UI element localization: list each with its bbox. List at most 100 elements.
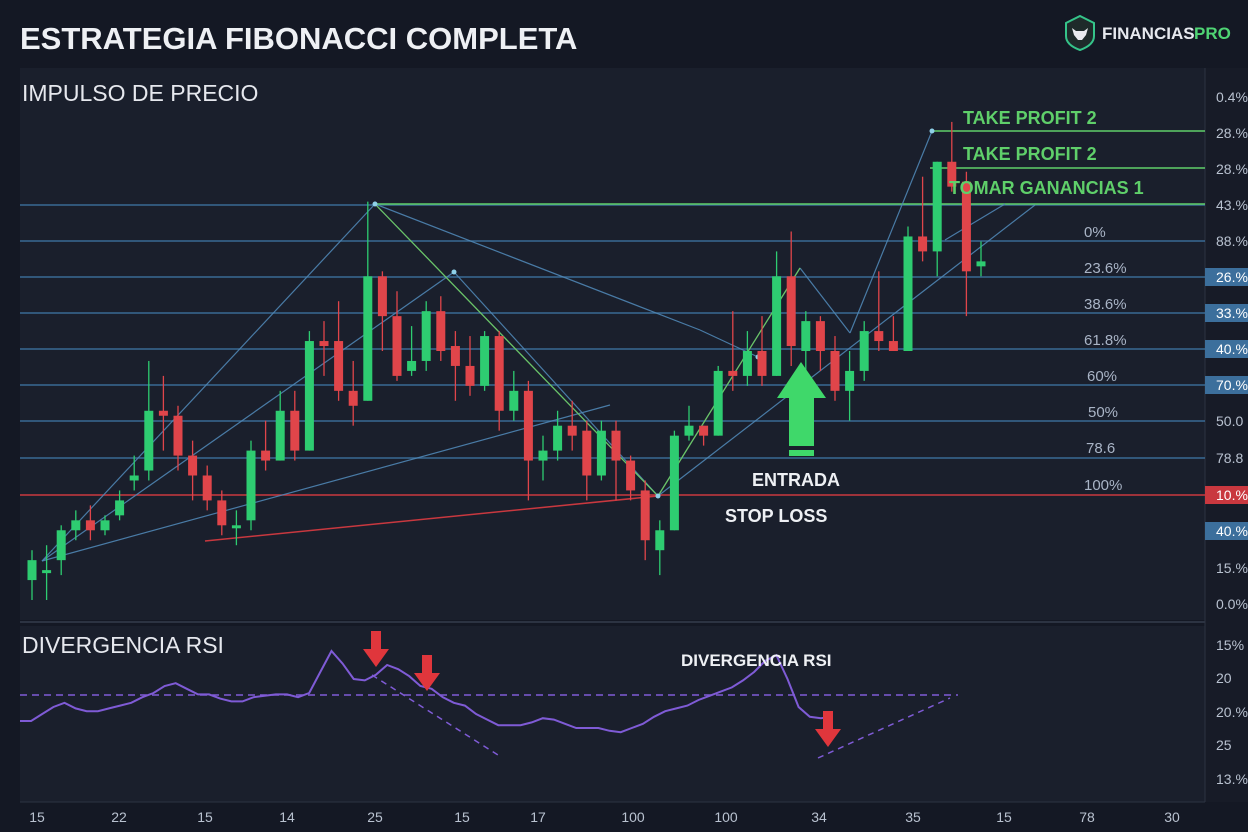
rsi-divergence-annotation: DIVERGENCIA RSI xyxy=(681,651,832,670)
candle-body xyxy=(144,410,154,471)
bullish-candle xyxy=(407,326,417,376)
bullish-candle xyxy=(713,365,723,436)
candle-body xyxy=(436,311,446,351)
candle-body xyxy=(596,430,606,476)
candle-body xyxy=(553,425,563,451)
candle-body xyxy=(377,276,387,317)
x-axis-tick-label: 22 xyxy=(111,809,127,825)
bearish-candle xyxy=(757,316,767,386)
right-axis-label: 40.% xyxy=(1216,523,1248,539)
candle-body xyxy=(713,370,723,436)
impulse-swing-line xyxy=(374,203,659,497)
right-axis-label: 50.0 xyxy=(1216,413,1243,429)
candle-body xyxy=(319,341,329,347)
candle-body xyxy=(173,415,183,456)
bullish-candle xyxy=(655,520,665,576)
rsi-axis-label: 15% xyxy=(1216,637,1244,653)
take-profit-1-label: TOMAR GANANCIAS 1 xyxy=(949,178,1144,198)
candle-body xyxy=(42,570,52,574)
fib-horizontal-lines xyxy=(20,130,1205,496)
candle-body xyxy=(684,425,694,436)
stop-loss-label: STOP LOSS xyxy=(725,506,827,526)
bullish-candle xyxy=(509,370,519,421)
fib-level-label: 50% xyxy=(1088,404,1118,421)
bearish-candle xyxy=(377,271,387,351)
x-axis-tick-label: 15 xyxy=(996,809,1012,825)
swing-point xyxy=(372,201,378,207)
right-axis-label-tag xyxy=(1205,340,1248,358)
bull-shield-icon xyxy=(1065,14,1095,52)
rsi-panel-title: DIVERGENCIA RSI xyxy=(22,632,224,658)
bearish-candle xyxy=(626,455,636,501)
candle-body xyxy=(801,321,811,351)
candle-body xyxy=(158,410,168,416)
fib-level-label: 61.8% xyxy=(1084,332,1127,349)
candle-body xyxy=(582,430,592,476)
candle-body xyxy=(757,351,767,376)
fib-fan-line xyxy=(453,271,659,497)
fib-level-label: 100% xyxy=(1084,477,1122,494)
candle-body xyxy=(231,525,241,529)
brand-logo: FINANCIAS PRO xyxy=(1065,14,1231,52)
candle-body xyxy=(129,475,139,481)
bearish-candle xyxy=(523,380,533,501)
swing-point xyxy=(451,269,457,275)
fib-level-label: 60% xyxy=(1087,368,1117,385)
fib-fan-line xyxy=(944,203,1006,241)
candle-body xyxy=(290,410,300,451)
candle-body xyxy=(56,530,66,561)
candle-body xyxy=(961,181,971,272)
candle-body xyxy=(217,500,227,526)
bearish-candle xyxy=(261,420,271,471)
bearish-candle xyxy=(874,271,884,351)
bullish-candle xyxy=(100,515,110,536)
bullish-candle xyxy=(684,405,694,441)
bullish-candle xyxy=(144,360,154,481)
bearish-candle xyxy=(173,405,183,471)
rsi-axis-label: 13.% xyxy=(1216,771,1248,787)
bullish-candle xyxy=(801,311,811,371)
bullish-candle xyxy=(115,490,125,521)
right-axis-label-tag xyxy=(1205,376,1248,394)
candle-body xyxy=(71,520,81,531)
bearish-candle xyxy=(465,336,475,396)
candle-body xyxy=(523,390,533,461)
right-axis-label: 28.% xyxy=(1216,161,1248,177)
x-axis-tick-label: 35 xyxy=(905,809,921,825)
bearish-candle xyxy=(640,480,650,561)
x-axis-tick-label: 15 xyxy=(454,809,470,825)
candle-body xyxy=(699,425,709,436)
candle-body xyxy=(815,321,825,351)
x-axis-tick-label: 30 xyxy=(1164,809,1180,825)
fib-level-label: 38.6% xyxy=(1084,296,1127,313)
rsi-axis-label: 25 xyxy=(1216,737,1232,753)
x-axis-tick-label: 14 xyxy=(279,809,295,825)
fib-level-labels: 0% 23.6% 38.6% 61.8% 60% 50% 78.6 100% xyxy=(1084,224,1127,494)
divergence-arrow-3 xyxy=(815,711,841,747)
fib-level-label: 23.6% xyxy=(1084,260,1127,277)
bearish-candle xyxy=(699,425,709,446)
bearish-candle xyxy=(961,171,971,317)
bullish-candle xyxy=(596,420,606,481)
bullish-candle xyxy=(56,525,66,576)
right-axis-label-tag xyxy=(1205,486,1248,504)
candle-body xyxy=(874,331,884,342)
divergence-arrow-2 xyxy=(414,655,440,691)
candle-body xyxy=(450,346,460,366)
bearish-candle xyxy=(582,420,592,501)
bearish-candle xyxy=(290,390,300,461)
rsi-panel xyxy=(20,626,1205,802)
bullish-candle xyxy=(71,510,81,541)
bullish-candle xyxy=(363,201,373,401)
bearish-candle xyxy=(567,400,577,451)
bullish-candle xyxy=(538,435,548,481)
bullish-candle xyxy=(553,410,563,461)
candle-body xyxy=(85,520,95,531)
support-trend-line xyxy=(204,495,659,542)
candle-body xyxy=(348,390,358,406)
candle-body xyxy=(976,261,986,267)
take-profit-2-lower-label: TAKE PROFIT 2 xyxy=(963,144,1097,164)
candle-body xyxy=(669,435,679,531)
bearish-candle xyxy=(334,301,344,401)
